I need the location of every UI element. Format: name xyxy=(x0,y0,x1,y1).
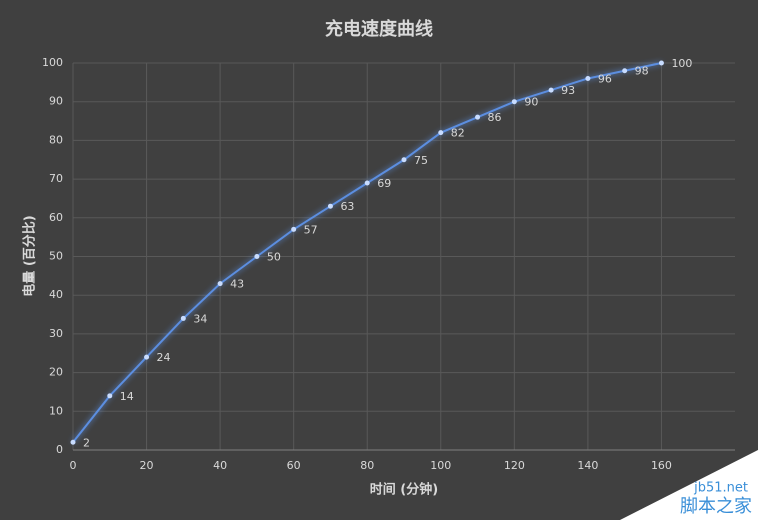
x-tick-label: 0 xyxy=(70,459,77,472)
y-tick-label: 70 xyxy=(49,172,63,185)
y-axis-label: 电量 (百分比) xyxy=(22,215,38,296)
data-point xyxy=(364,180,370,186)
y-tick-label: 80 xyxy=(49,133,63,146)
chart-title: 充电速度曲线 xyxy=(325,18,433,40)
data-point xyxy=(401,157,407,163)
data-label: 43 xyxy=(230,278,244,291)
x-tick-label: 20 xyxy=(140,459,154,472)
x-tick-label: 160 xyxy=(651,459,672,472)
data-label: 57 xyxy=(304,223,318,236)
data-label: 90 xyxy=(524,96,538,109)
y-tick-label: 30 xyxy=(49,327,63,340)
x-tick-label: 80 xyxy=(360,459,374,472)
data-label: 24 xyxy=(157,351,171,364)
y-tick-label: 50 xyxy=(49,250,63,263)
data-point xyxy=(658,60,664,66)
data-point xyxy=(180,315,186,321)
data-label: 86 xyxy=(488,111,502,124)
data-point xyxy=(585,75,591,81)
data-point xyxy=(70,439,76,445)
data-point xyxy=(254,254,260,259)
data-label: 96 xyxy=(598,72,612,85)
y-tick-label: 40 xyxy=(49,288,63,301)
data-point xyxy=(327,203,333,209)
data-label: 2 xyxy=(83,436,90,449)
data-label: 63 xyxy=(340,200,354,213)
data-label: 82 xyxy=(451,127,465,140)
x-tick-label: 60 xyxy=(287,459,301,472)
y-tick-label: 60 xyxy=(49,211,63,224)
data-label: 50 xyxy=(267,251,281,264)
plot-area: 0 10 20 30 40 50 60 70 80 90 100 0 20 40 60 80 100 120 140… xyxy=(42,56,735,472)
y-tick-label: 0 xyxy=(56,443,63,456)
y-tick-label: 90 xyxy=(49,95,63,108)
data-label: 98 xyxy=(635,65,649,78)
data-point xyxy=(217,281,223,287)
y-tick-label: 20 xyxy=(49,366,63,379)
x-axis-label: 时间 (分钟) xyxy=(370,482,438,498)
data-point xyxy=(291,226,297,232)
data-label: 93 xyxy=(561,84,575,97)
y-tick-label: 10 xyxy=(49,404,63,417)
x-tick-label: 140 xyxy=(577,459,598,472)
y-tick-label: 100 xyxy=(42,56,63,69)
data-label: 14 xyxy=(120,390,134,403)
watermark-site: jb51.net xyxy=(693,481,748,496)
watermark-name: 脚本之家 xyxy=(680,496,752,517)
data-point xyxy=(107,393,113,399)
data-point xyxy=(622,68,628,74)
x-tick-label: 40 xyxy=(213,459,227,472)
data-point xyxy=(548,87,554,93)
data-point xyxy=(438,130,444,136)
data-label: 69 xyxy=(377,177,391,190)
data-point xyxy=(144,354,150,360)
watermark-bg xyxy=(620,450,758,520)
data-label: 100 xyxy=(671,57,692,70)
x-tick-label: 120 xyxy=(504,459,525,472)
data-point xyxy=(475,114,481,120)
data-point xyxy=(511,99,517,105)
data-label: 34 xyxy=(193,312,207,325)
x-tick-label: 100 xyxy=(430,459,451,472)
data-label: 75 xyxy=(414,154,428,167)
